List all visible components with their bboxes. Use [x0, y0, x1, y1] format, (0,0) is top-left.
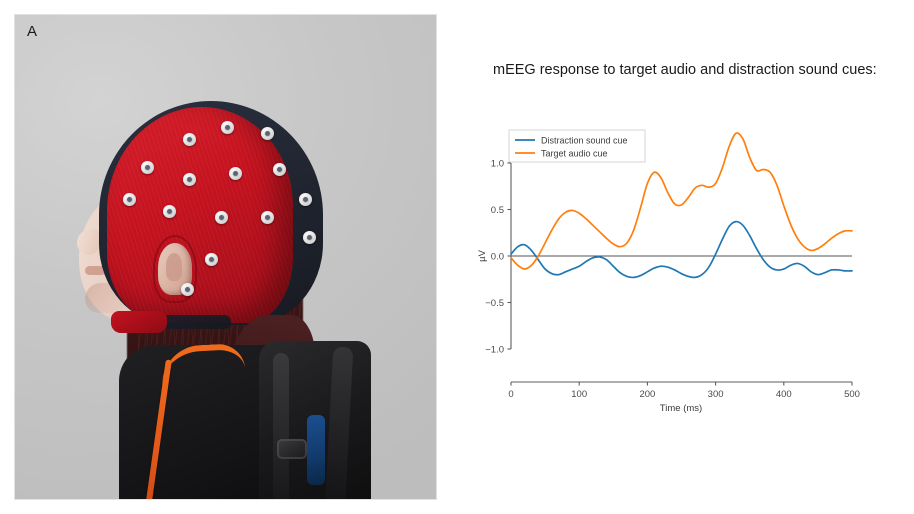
x-axis-ticks: 0 100 200 300 400 500	[508, 382, 860, 400]
panel-b-chart: mEEG response to target audio and distra…	[455, 0, 914, 514]
eeg-electrode	[181, 283, 194, 296]
lips	[85, 266, 105, 275]
eeg-electrode	[183, 173, 196, 186]
eeg-cap-strap	[111, 311, 167, 333]
eeg-waveform-plot: −1.0 −0.5 0.0 0.5 1.0 0 100 200 300 400 500 µV Ti…	[477, 129, 860, 414]
chart-figure: −1.0 −0.5 0.0 0.5 1.0 0 100 200 300 400 500 µV Ti…	[455, 100, 914, 430]
x-tick-label: 300	[708, 389, 724, 400]
eeg-electrode	[123, 193, 136, 206]
eeg-electrode	[141, 161, 154, 174]
x-tick-label: 500	[844, 389, 860, 400]
eeg-electrode	[261, 127, 274, 140]
chart-legend: Distraction sound cue Target audio cue	[508, 129, 646, 163]
legend-label-target: Target audio cue	[541, 149, 608, 159]
y-tick-label: 1.0	[491, 158, 504, 169]
x-tick-label: 400	[776, 389, 792, 400]
legend-label-distraction: Distraction sound cue	[541, 136, 628, 146]
panel-label-a: A	[27, 23, 38, 40]
y-tick-label: −1.0	[485, 344, 504, 355]
eeg-electrode	[221, 121, 234, 134]
backpack-device	[307, 415, 325, 485]
eeg-electrode	[261, 211, 274, 224]
x-tick-label: 0	[508, 389, 513, 400]
x-tick-label: 100	[571, 389, 587, 400]
y-axis-title: µV	[477, 249, 488, 261]
nose	[77, 229, 99, 255]
eeg-electrode	[273, 163, 286, 176]
eeg-electrode	[229, 167, 242, 180]
series-line	[510, 220, 853, 279]
backpack-strap	[273, 353, 289, 499]
x-tick-label: 200	[639, 389, 655, 400]
eeg-electrode	[303, 231, 316, 244]
backpack-buckle	[277, 439, 307, 459]
chart-title: mEEG response to target audio and distra…	[493, 62, 877, 78]
eeg-electrode	[205, 253, 218, 266]
eeg-electrode	[299, 193, 312, 206]
y-axis-ticks: −1.0 −0.5 0.0 0.5 1.0	[485, 158, 511, 355]
panel-a-photo: A	[14, 14, 437, 500]
y-tick-label: 0.5	[491, 205, 504, 216]
y-tick-label: −0.5	[485, 298, 504, 309]
eeg-electrode	[215, 211, 228, 224]
y-tick-label: 0.0	[491, 251, 504, 262]
eeg-electrode	[163, 205, 176, 218]
data-series-group	[510, 132, 853, 279]
subject-figure	[15, 15, 436, 499]
series-line	[510, 132, 853, 270]
ear-inner	[166, 253, 182, 281]
x-axis-title: Time (ms)	[660, 403, 702, 414]
eeg-electrode	[183, 133, 196, 146]
